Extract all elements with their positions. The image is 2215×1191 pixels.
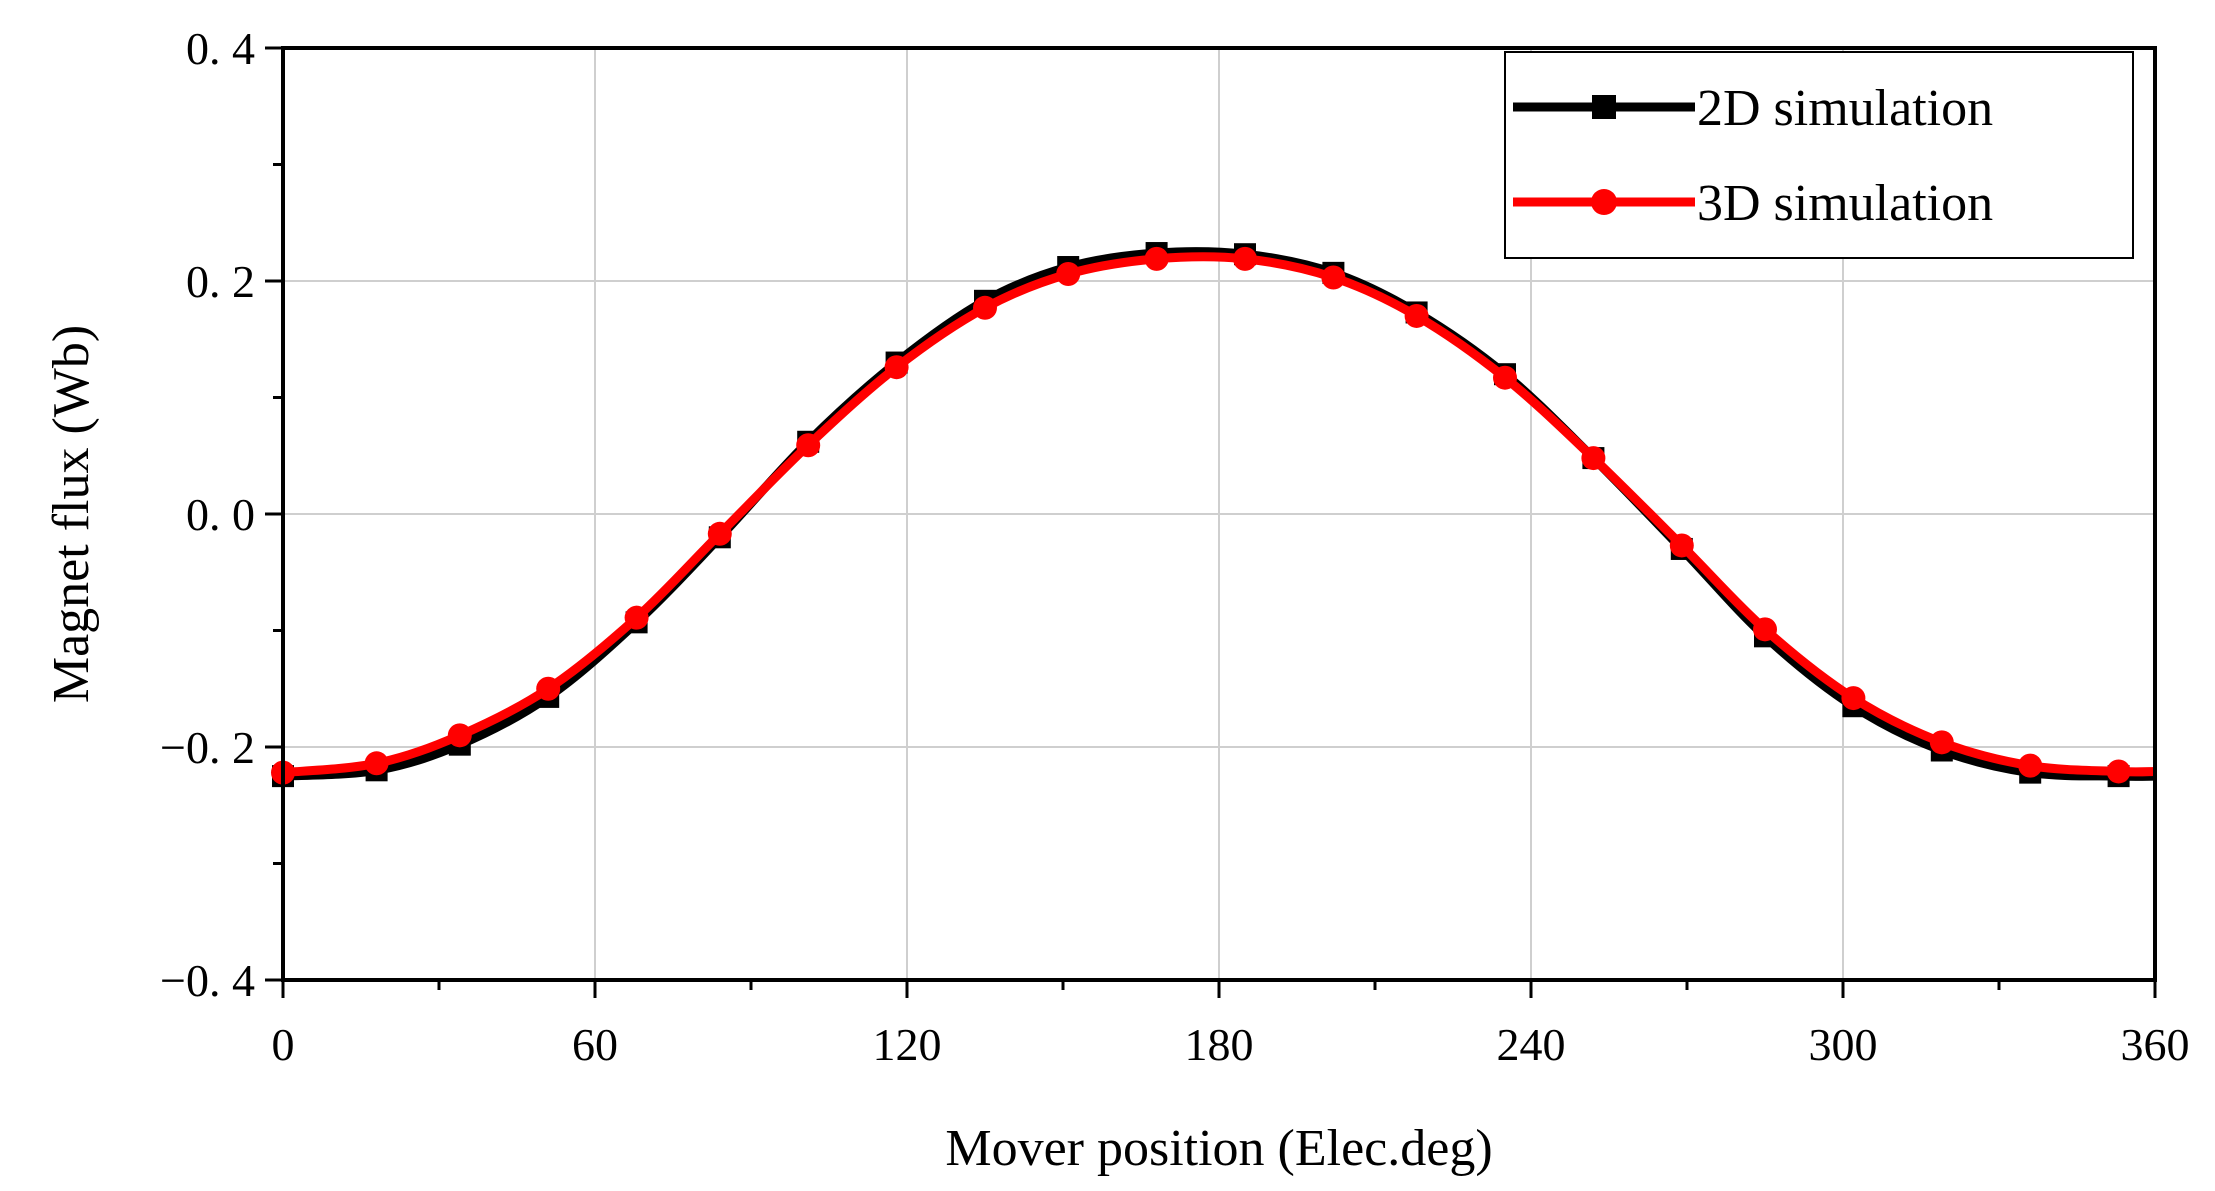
y-tick-label: 0. 0 <box>186 489 255 540</box>
data-point <box>1321 265 1346 290</box>
data-point <box>796 433 821 458</box>
data-point <box>624 605 649 630</box>
data-point <box>707 521 732 546</box>
legend-label-2d: 2D simulation <box>1697 80 1993 137</box>
series-layer <box>271 242 2156 788</box>
legend-marker-circle <box>1591 189 1617 215</box>
y-axis-label: Magnet flux (Wb) <box>43 325 100 703</box>
data-point <box>1404 303 1429 328</box>
data-point <box>1753 617 1777 642</box>
x-axis-label: Mover position (Elec.deg) <box>945 1120 1492 1177</box>
data-point <box>1581 446 1606 471</box>
data-point <box>1493 365 1517 390</box>
x-tick-label: 180 <box>1185 1019 1254 1070</box>
data-point <box>1841 686 1866 711</box>
legend: 2D simulation 3D simulation <box>1504 51 2134 259</box>
y-tick-label: 0. 4 <box>186 23 255 74</box>
x-tick-label: 60 <box>572 1019 618 1070</box>
y-tick-label: −0. 4 <box>160 955 255 1006</box>
data-point <box>1669 533 1694 558</box>
data-point <box>973 295 997 320</box>
legend-box <box>1504 51 2134 259</box>
data-point <box>1929 730 1954 755</box>
data-point <box>2106 759 2131 784</box>
axis-ticks: 0 60 120 180 240 300 360 −0. 4 −0. 2 0. 0 0. 2 0. 4 <box>160 23 2189 1070</box>
y-tick-label: −0. 2 <box>160 722 255 773</box>
data-point <box>536 676 561 701</box>
data-point <box>2018 753 2043 778</box>
data-point <box>884 355 909 380</box>
x-tick-label: 360 <box>2121 1019 2190 1070</box>
data-point <box>1144 246 1169 271</box>
data-point <box>447 723 472 748</box>
x-tick-label: 240 <box>1497 1019 1566 1070</box>
x-tick-label: 300 <box>1809 1019 1878 1070</box>
data-point <box>364 751 389 776</box>
data-point <box>1233 246 1257 271</box>
x-tick-label: 120 <box>873 1019 942 1070</box>
legend-label-3d: 3D simulation <box>1697 175 1993 232</box>
x-tick-label: 0 <box>272 1019 295 1070</box>
legend-marker-square <box>1592 95 1616 119</box>
y-tick-label: 0. 2 <box>186 256 255 307</box>
data-point <box>1056 262 1081 287</box>
